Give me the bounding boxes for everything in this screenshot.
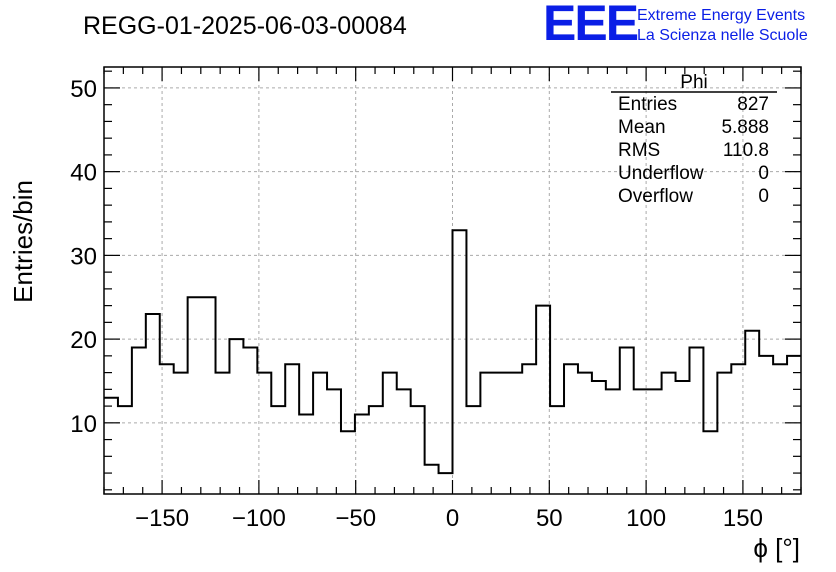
histogram-bin-5 (174, 373, 188, 494)
histogram-bin-26 (466, 406, 480, 494)
histogram-bin-36 (606, 389, 620, 494)
stats-value-mean: 5.888 (721, 117, 769, 138)
y-tick-label: 30 (70, 243, 97, 270)
histogram-bin-4 (160, 364, 174, 494)
histogram-bin-25 (453, 230, 467, 494)
stats-label-underflow: Underflow (618, 163, 704, 184)
histogram-bin-24 (439, 473, 453, 494)
histogram-bin-7 (202, 297, 216, 494)
logo-line-2: La Scienza nelle Scuole (637, 27, 808, 44)
histogram-bin-33 (564, 364, 578, 494)
logo-line-1: Extreme Energy Events (637, 7, 805, 24)
histogram-bin-8 (216, 373, 230, 494)
x-tick-label: 0 (446, 505, 459, 532)
histogram-bin-12 (271, 406, 285, 494)
x-tick-label: −150 (135, 505, 189, 532)
x-axis-label: ϕ [°] (753, 533, 800, 563)
histogram-bin-11 (257, 373, 271, 494)
histogram-bin-30 (522, 364, 536, 494)
histogram-bin-10 (243, 347, 257, 494)
y-tick-label: 10 (70, 411, 97, 438)
histogram-bin-18 (355, 414, 369, 494)
stats-value-entries: 827 (737, 94, 769, 115)
histogram-bin-38 (634, 389, 648, 494)
stats-label-mean: Mean (618, 117, 666, 138)
y-axis-label: Entries/bin (8, 180, 38, 303)
histogram-bin-6 (188, 297, 202, 494)
histogram-bin-28 (494, 373, 508, 494)
histogram-bin-39 (648, 389, 662, 494)
histogram-bin-41 (676, 381, 690, 494)
stats-value-underflow: 0 (758, 163, 769, 184)
histogram-series (104, 229, 801, 494)
run-title: REGG-01-2025-06-03-00084 (83, 12, 407, 40)
histogram-bin-48 (773, 364, 787, 494)
histogram-bin-9 (229, 339, 243, 494)
histogram-bin-13 (285, 364, 299, 494)
stats-label-rms: RMS (618, 140, 660, 161)
histogram-bin-19 (369, 406, 383, 494)
histogram-bin-15 (313, 373, 327, 494)
histogram-outline (104, 229, 801, 475)
histogram-bin-42 (689, 347, 703, 494)
eee-logo-mark: EEE (543, 0, 638, 51)
histogram-bin-16 (327, 389, 341, 494)
stats-label-overflow: Overflow (618, 186, 693, 207)
histogram-bin-31 (536, 306, 550, 494)
histogram-bin-34 (578, 373, 592, 494)
histogram-bin-22 (411, 406, 425, 494)
stats-value-rms: 110.8 (723, 140, 769, 161)
histogram-bin-27 (480, 373, 494, 494)
histogram-bin-1 (118, 406, 132, 494)
histogram-bin-47 (759, 356, 773, 494)
histogram-bin-29 (508, 373, 522, 494)
histogram-bin-14 (299, 414, 313, 494)
y-tick-label: 40 (70, 160, 97, 187)
histogram-bin-35 (592, 381, 606, 494)
histogram-bin-45 (731, 364, 745, 494)
y-axis: 10 20 30 40 50 (70, 70, 801, 491)
histogram-bin-3 (146, 314, 160, 494)
histogram-bin-21 (397, 389, 411, 494)
histogram-bin-32 (550, 406, 564, 494)
y-tick-label: 20 (70, 327, 97, 354)
histogram-bin-23 (425, 465, 439, 494)
histogram-bin-2 (132, 347, 146, 494)
stats-box: Phi Entries 827 Mean 5.888 RMS 110.8 Underflow… (611, 72, 777, 207)
x-tick-label: 50 (536, 505, 563, 532)
x-tick-label: −100 (232, 505, 286, 532)
histogram-bin-40 (662, 373, 676, 494)
y-tick-label: 50 (70, 76, 97, 103)
histogram-bin-44 (717, 373, 731, 494)
x-tick-label: −50 (335, 505, 376, 532)
x-axis: −150 −100 −50 0 50 100 150 (103, 67, 802, 532)
x-tick-label: 100 (626, 505, 666, 532)
histogram-bin-0 (104, 398, 118, 494)
stats-value-overflow: 0 (758, 186, 769, 207)
histogram-bin-43 (703, 431, 717, 494)
stats-label-entries: Entries (618, 94, 677, 115)
stats-title: Phi (680, 72, 707, 93)
histogram-bin-17 (341, 431, 355, 494)
histogram-bin-46 (745, 331, 759, 494)
histogram-bin-37 (620, 347, 634, 494)
x-tick-label: 150 (723, 505, 763, 532)
histogram-bin-20 (383, 373, 397, 494)
